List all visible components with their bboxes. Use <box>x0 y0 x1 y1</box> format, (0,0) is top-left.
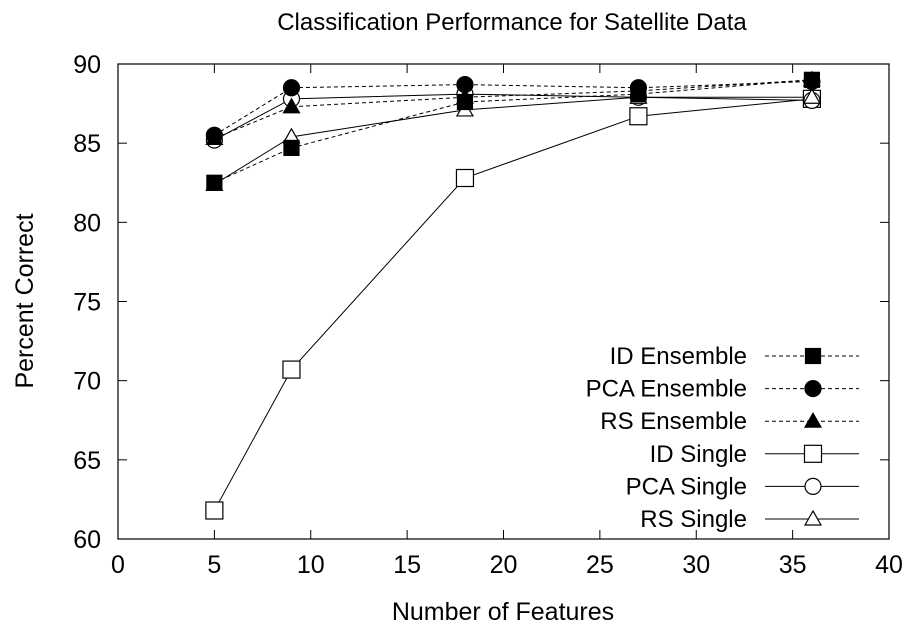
x-tick-label: 35 <box>779 551 807 579</box>
x-tick-label: 20 <box>490 551 518 579</box>
legend-label: ID Ensemble <box>610 343 747 370</box>
legend-label: RS Ensemble <box>600 408 747 435</box>
data-point-rs-single <box>802 88 821 104</box>
data-point-rs-ensemble <box>205 129 224 146</box>
legend-marker <box>804 347 822 365</box>
legend-label: PCA Ensemble <box>586 376 747 403</box>
axis-ticks: 0 5 10 15 20 25 30 35 40 60 65 70 75 80 85 90 <box>73 51 903 579</box>
x-tick-label: 25 <box>586 551 614 579</box>
series-line-rs-ensemble <box>214 79 812 139</box>
data-point-rs-ensemble <box>455 88 474 104</box>
legend-marker <box>803 411 823 428</box>
legend-item-id-ensemble: ID Ensemble <box>610 343 859 370</box>
legend-label: PCA Single <box>626 473 747 500</box>
y-tick-label: 85 <box>73 130 101 158</box>
x-tick-label: 15 <box>393 551 421 579</box>
data-point-id-single <box>629 107 648 126</box>
y-tick-label: 60 <box>73 526 101 554</box>
legend-marker <box>803 444 823 463</box>
legend-item-pca-single: PCA Single <box>626 473 859 500</box>
x-tick-label: 0 <box>111 551 125 579</box>
legend-item-pca-ensemble: PCA Ensemble <box>586 376 859 403</box>
y-tick-label: 75 <box>73 289 101 317</box>
legend-marker <box>804 477 822 495</box>
y-tick-label: 80 <box>73 209 101 237</box>
legend-label: ID Single <box>650 441 747 468</box>
x-tick-label: 40 <box>875 551 903 579</box>
data-point-rs-ensemble <box>629 81 648 98</box>
data-point-pca-ensemble <box>282 79 301 97</box>
data-point-id-single <box>205 501 224 520</box>
plot-frame <box>117 63 890 540</box>
x-tick-label: 5 <box>207 551 221 579</box>
y-tick-label: 70 <box>73 368 101 396</box>
data-point-rs-ensemble <box>282 97 301 114</box>
x-tick-label: 10 <box>297 551 325 579</box>
series-line-id-ensemble <box>214 79 812 184</box>
legend-item-rs-single: RS Single <box>640 506 859 533</box>
data-point-id-single <box>282 360 301 379</box>
x-axis-label: Number of Features <box>392 598 614 626</box>
series-markers <box>205 70 822 520</box>
data-point-id-single <box>455 168 475 188</box>
data-point-id-ensemble <box>206 174 223 191</box>
data-point-id-ensemble <box>283 139 300 157</box>
x-tick-label: 30 <box>682 551 710 579</box>
legend-item-rs-ensemble: RS Ensemble <box>600 408 859 435</box>
y-tick-label: 90 <box>73 51 101 79</box>
legend-marker <box>804 380 822 398</box>
legend-marker <box>803 509 823 526</box>
y-axis-label: Percent Correct <box>11 213 39 388</box>
legend-item-id-single: ID Single <box>650 441 859 468</box>
y-tick-label: 65 <box>73 447 101 475</box>
series-line-rs-single <box>214 96 812 185</box>
chart-title: Classification Performance for Satellite… <box>277 9 747 36</box>
legend: ID Ensemble PCA Ensemble RS Ensemble ID Sin… <box>586 343 859 533</box>
series-line-pca-single <box>214 93 812 141</box>
legend-label: RS Single <box>640 506 747 533</box>
data-point-rs-ensemble <box>802 70 821 87</box>
